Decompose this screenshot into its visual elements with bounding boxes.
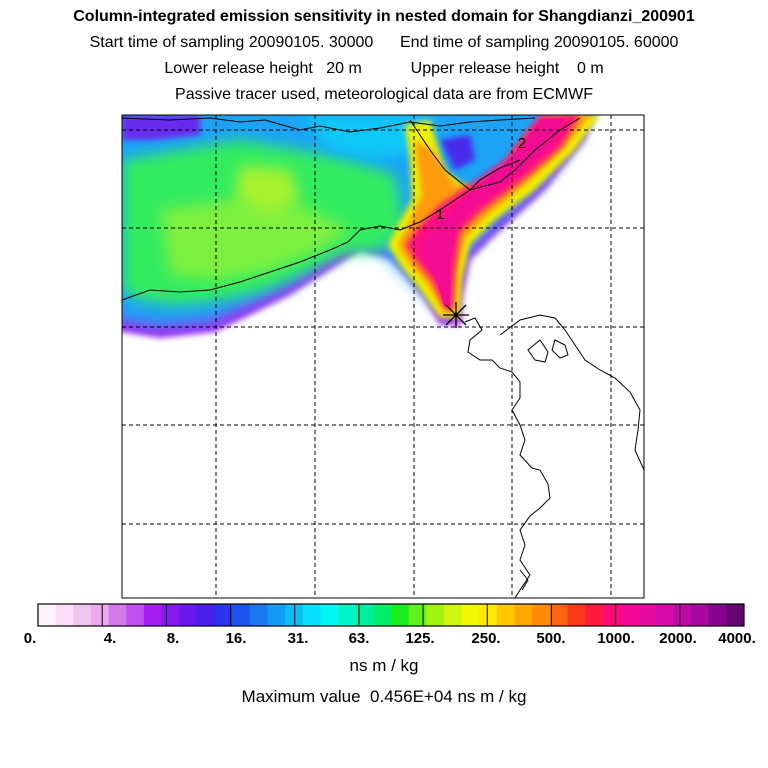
colorbar-cell [673,604,692,626]
colorbar-cell [726,604,745,626]
colorbar-cell [443,604,463,626]
release-site-star-icon [443,302,469,328]
country-borders [122,117,644,598]
colorbar-cell [214,604,233,626]
colorbar-tick-label: 125. [405,630,435,647]
colorbar-tick-label: 250. [471,630,501,647]
colorbar-cell [38,604,57,626]
graticule [122,115,644,598]
colorbar-cell [391,604,410,626]
colorbar-cell [496,604,516,626]
colorbar-tick-label: 2000. [659,630,697,647]
colorbar-cell [267,604,286,626]
colorbar-cell [285,604,304,626]
colorbar-cell [179,604,198,626]
colorbar-cell [461,604,480,626]
colorbar-cell [567,604,586,626]
colorbar-tick-label: 31. [287,630,309,647]
colorbar-cell [479,604,498,626]
colorbar-cell [232,604,251,626]
colorbar-cell [302,604,321,626]
colorbar-tick-label: 0. [23,630,37,647]
colorbar-cell [249,604,268,626]
colorbar-cell [373,604,392,626]
colorbar-cell [338,604,357,626]
colorbar-tick-label: 16. [225,630,247,647]
colorbar-cell [196,604,215,626]
colorbar-tick-label: 1000. [597,630,635,647]
colorbar-cell [655,604,674,626]
colorbar-cell [691,604,710,626]
colorbar-cell [602,604,621,626]
colorbar-cell [320,604,339,626]
figure-title: Column-integrated emission sensitivity i… [73,8,695,25]
colorbar-tick-label: 63. [348,630,370,647]
colorbar-cell [408,604,427,626]
colorbar-cell [55,604,74,626]
colorbar-cell [585,604,604,626]
sampling-time-line: Start time of sampling 20090105. 30000 E… [89,34,679,51]
colorbar-cell [73,604,92,626]
trajectory-marker-1: 1 [436,206,444,223]
colorbar-tick-label: 8. [166,630,180,647]
colorbar-tick-label: 4. [103,630,117,647]
colorbar-cell [638,604,657,626]
colorbar-cell [549,604,568,626]
colorbar-cell [708,604,727,626]
maximum-value-text: Maximum value 0.456E+04 ns m / kg [241,687,527,706]
map-frame [121,114,645,599]
colorbar-units: ns m / kg [349,656,419,675]
tracer-info-line: Passive tracer used, meteorological data… [175,86,593,103]
trajectory-marker-2: 2 [518,135,526,152]
colorbar-cell [108,604,127,626]
colorbar-tick-label: 500. [536,630,566,647]
colorbar-cell [532,604,551,626]
colorbar-cell [514,604,533,626]
colorbar-cell [426,604,445,626]
colorbar-cell [620,604,639,626]
release-height-line: Lower release height 20 m Upper release … [164,60,604,77]
colorbar-tick-label: 4000. [718,630,756,647]
colorbar-cells [38,604,745,626]
colorbar-cell [355,604,374,626]
colorbar-cell [143,604,163,626]
colorbar-frame [37,603,745,627]
colorbar-cell [90,604,110,626]
colorbar-cell [126,604,145,626]
colorbar-cell [161,604,180,626]
